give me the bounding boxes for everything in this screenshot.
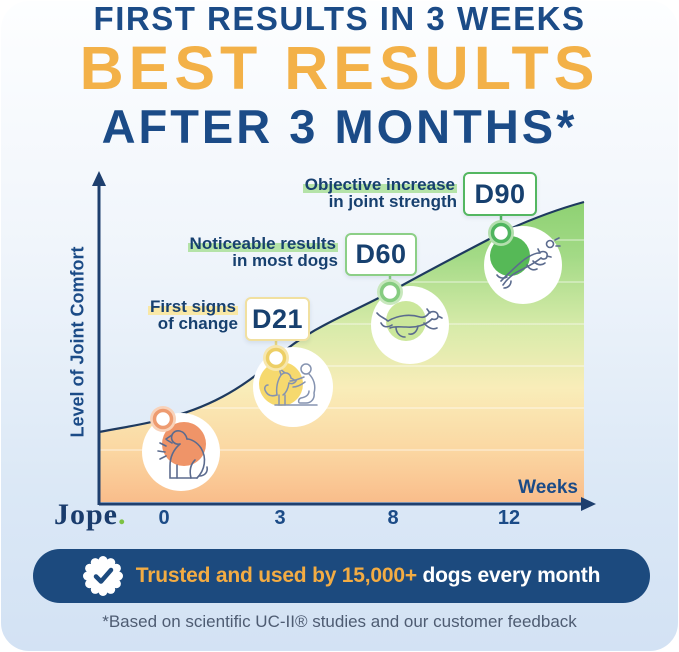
axes: [97, 184, 584, 506]
marker-d21: [263, 345, 289, 371]
jope-logo-text: Jope: [54, 498, 118, 531]
y-axis-label: Level of Joint Comfort: [67, 246, 88, 438]
trust-banner: Trusted and used by 15,000+ dogs every m…: [33, 549, 650, 603]
header-line-2: BEST RESULTS: [79, 34, 600, 102]
ball-icon: [545, 237, 561, 249]
trust-banner-text: Trusted and used by 15,000+ dogs every m…: [135, 564, 601, 588]
marker-d90: [488, 220, 514, 246]
callout-d60-line2: in most dogs: [232, 250, 338, 270]
callout-d21-line2: of change: [157, 313, 238, 333]
scene-week0-sore-dog: [142, 413, 220, 491]
day-badge-d60: D60: [345, 233, 417, 276]
scene-week8-running-dog: [371, 286, 449, 364]
y-axis-arrow-icon: [92, 171, 106, 186]
marker-d60: [377, 279, 403, 305]
callout-d90-line1: Objective increase: [302, 175, 457, 194]
marker-week0: [150, 406, 176, 432]
callout-d21-line1: First signs: [148, 297, 238, 316]
person-petting-dog-icon: [264, 363, 318, 406]
callout-d60: Noticeable results in most dogs: [187, 234, 338, 270]
header-line-1: FIRST RESULTS IN 3 WEEKS: [93, 0, 586, 37]
callout-d90-line2: in joint strength: [328, 191, 457, 211]
trust-banner-highlight: Trusted and used by 15,000+: [135, 564, 417, 587]
day-badge-d21: D21: [245, 297, 310, 341]
header: FIRST RESULTS IN 3 WEEKS BEST RESULTS AF…: [0, 2, 679, 150]
header-line-3: AFTER 3 MONTHS*: [101, 100, 578, 153]
leaping-dog-icon: [496, 237, 561, 289]
jope-logo-dot: .: [118, 498, 127, 531]
x-axis-arrow-icon: [581, 497, 596, 511]
x-tick-3: 3: [274, 507, 286, 529]
trust-banner-rest: dogs every month: [422, 564, 601, 587]
check-seal-icon: [82, 556, 123, 596]
x-tick-12: 12: [497, 507, 521, 529]
sitting-dog-icon: [157, 430, 208, 479]
pain-marks-icon: [157, 442, 167, 460]
callout-d60-line1: Noticeable results: [187, 234, 338, 253]
day-badge-d90: D90: [463, 172, 537, 216]
x-tick-8: 8: [387, 507, 399, 529]
x-axis-label: Weeks: [518, 477, 578, 498]
footnote: *Based on scientific UC-II® studies and …: [102, 612, 577, 631]
running-dog-icon: [376, 308, 443, 338]
jope-logo: Jope.: [54, 498, 127, 532]
callout-d21: First signs of change: [148, 297, 238, 333]
comfort-blob-green: [490, 236, 530, 276]
comfort-blob-lightgreen: [386, 301, 426, 341]
x-tick-0: 0: [158, 507, 170, 529]
comfort-area-fill: [99, 202, 584, 502]
callout-d90: Objective increase in joint strength: [302, 175, 457, 211]
